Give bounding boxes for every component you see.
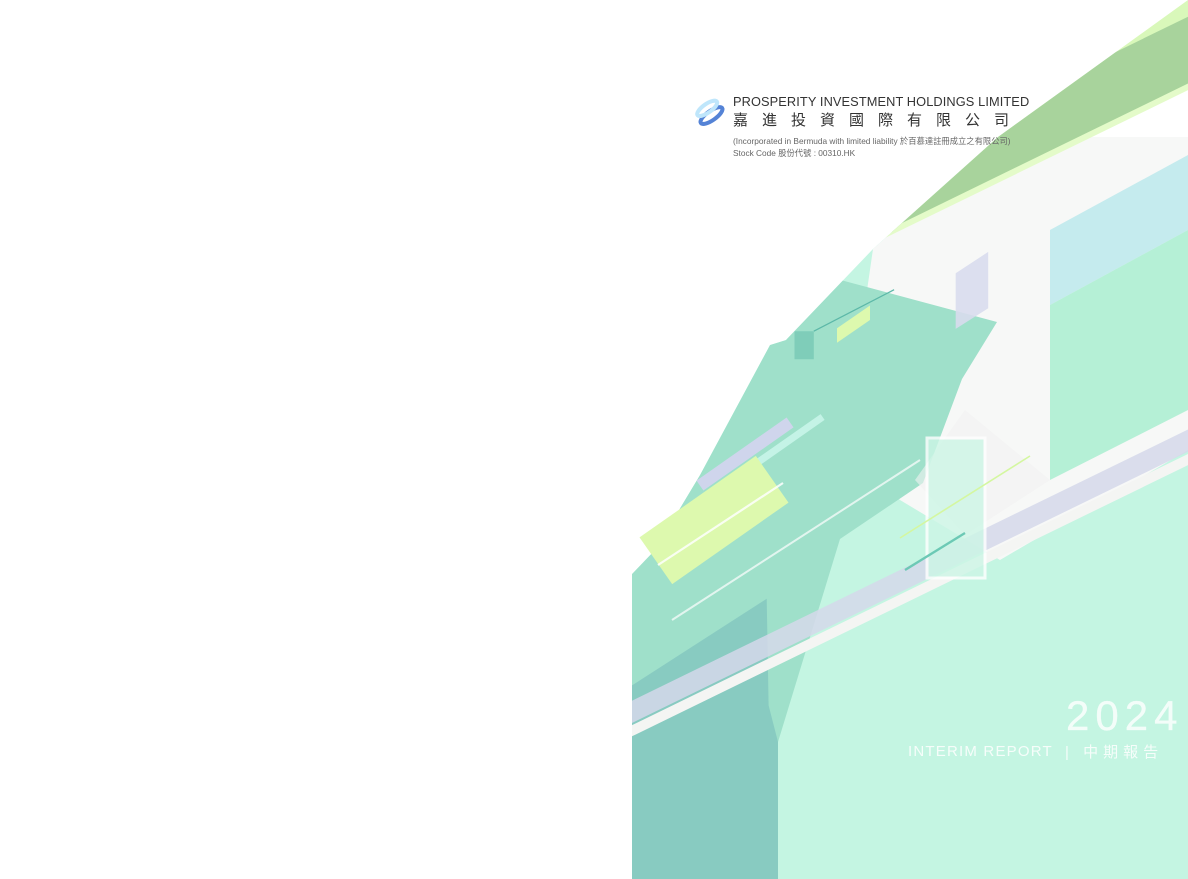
svg-text:PROSPERITY INVESTMENT HOLDINGS: PROSPERITY INVESTMENT HOLDINGS LIMITED [733,94,1029,109]
svg-text:INTERIM REPORT: INTERIM REPORT [908,743,1053,760]
svg-text:Stock Code 股份代號 : 00310.HK: Stock Code 股份代號 : 00310.HK [733,148,856,158]
svg-text:| 中期報告: | 中期報告 [1065,744,1163,761]
svg-text:(Incorporated in Bermuda with: (Incorporated in Bermuda with limited li… [733,136,1011,146]
svg-text:2024: 2024 [1066,692,1183,739]
svg-text:嘉進投資國際有限公司: 嘉進投資國際有限公司 [733,112,1023,129]
